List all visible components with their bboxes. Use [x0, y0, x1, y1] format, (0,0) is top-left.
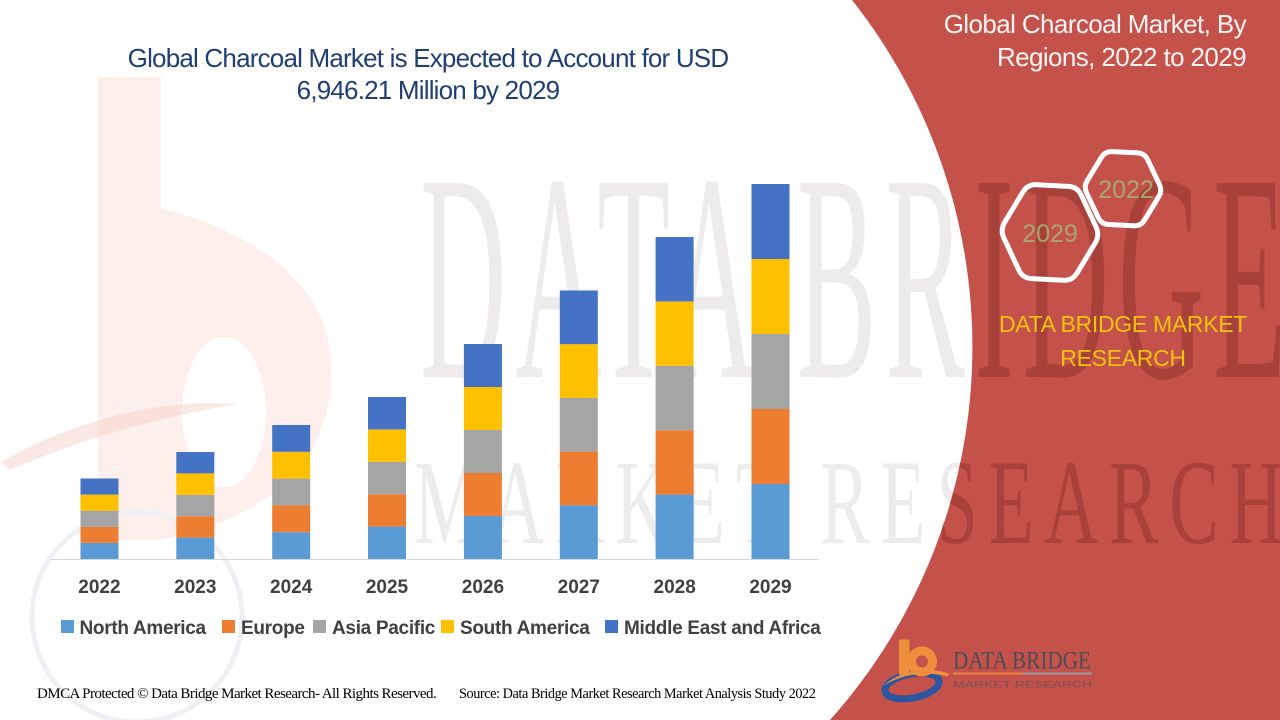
svg-text:2029: 2029: [1022, 220, 1078, 248]
svg-text:2022: 2022: [1098, 176, 1154, 204]
svg-text:DATA BRIDGE: DATA BRIDGE: [953, 648, 1091, 675]
svg-text:MARKET RESEARCH: MARKET RESEARCH: [953, 680, 1092, 691]
